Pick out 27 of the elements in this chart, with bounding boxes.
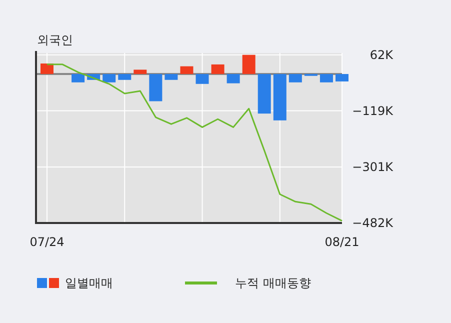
y-tick-label: 62K — [370, 48, 394, 62]
bar — [118, 74, 132, 80]
bar — [102, 74, 116, 82]
legend-label: 누적 매매동향 — [235, 276, 311, 290]
bar — [226, 74, 240, 84]
bar — [273, 74, 286, 120]
bar — [320, 74, 333, 82]
bar — [40, 64, 54, 74]
bar — [149, 74, 162, 102]
y-tick-label: −119K — [352, 104, 394, 118]
bar — [180, 66, 194, 74]
bar — [72, 74, 85, 82]
bar — [196, 74, 209, 84]
x-tick-label: 07/24 — [30, 235, 64, 249]
y-tick-label: −301K — [352, 160, 394, 174]
y-tick-label: −482K — [352, 216, 394, 230]
bar — [242, 54, 256, 74]
bar — [336, 74, 348, 82]
bar — [258, 74, 271, 114]
line-series — [46, 64, 343, 222]
chart-title: 외국인 — [37, 33, 73, 47]
bar — [288, 74, 302, 82]
bar — [134, 70, 147, 74]
bar — [164, 74, 178, 80]
bar — [211, 64, 224, 74]
legend-label: 일별매매 — [65, 276, 113, 290]
x-tick-label: 08/21 — [324, 235, 360, 249]
